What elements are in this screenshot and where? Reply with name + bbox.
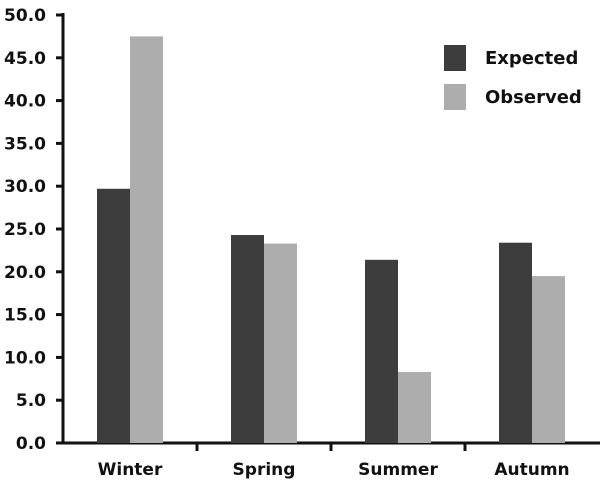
y-tick-label: 30.0: [4, 177, 46, 197]
bar-expected-spring: [231, 234, 264, 443]
legend-label-expected: Expected: [485, 48, 578, 69]
y-tick-label: 0.0: [16, 434, 46, 454]
y-tick-label: 15.0: [4, 306, 46, 326]
y-tick-label: 25.0: [4, 220, 46, 240]
y-tick-label: 10.0: [4, 348, 46, 368]
bar-expected-winter: [97, 188, 130, 443]
y-tick-label: 20.0: [4, 263, 46, 283]
y-tick-label: 45.0: [4, 49, 46, 69]
x-tick-label: Winter: [98, 460, 163, 480]
bar-observed-spring: [264, 243, 297, 443]
legend-swatch-observed: [444, 84, 466, 110]
bar-observed-summer: [398, 371, 431, 443]
legend: Expected Observed: [444, 45, 582, 110]
bars: [97, 36, 565, 444]
x-tick-label: Summer: [358, 460, 438, 480]
y-tick-label: 50.0: [4, 6, 46, 26]
y-axis: 0.0 5.0 10.0 15.0 20.0 25.0 30.0 35.0 40.0 45.0 50…: [4, 6, 65, 454]
legend-swatch-expected: [444, 45, 466, 71]
x-axis: Winter Spring Summer Autumn: [62, 441, 600, 480]
x-tick-label: Spring: [233, 460, 296, 480]
bar-observed-winter: [130, 36, 163, 444]
bar-expected-autumn: [499, 242, 532, 443]
legend-label-observed: Observed: [485, 87, 582, 108]
bar-observed-autumn: [532, 276, 565, 443]
x-tick-label: Autumn: [494, 460, 569, 480]
y-tick-label: 35.0: [4, 134, 46, 154]
y-tick-label: 5.0: [16, 391, 46, 411]
y-tick-label: 40.0: [4, 92, 46, 112]
bar-expected-summer: [365, 259, 398, 443]
